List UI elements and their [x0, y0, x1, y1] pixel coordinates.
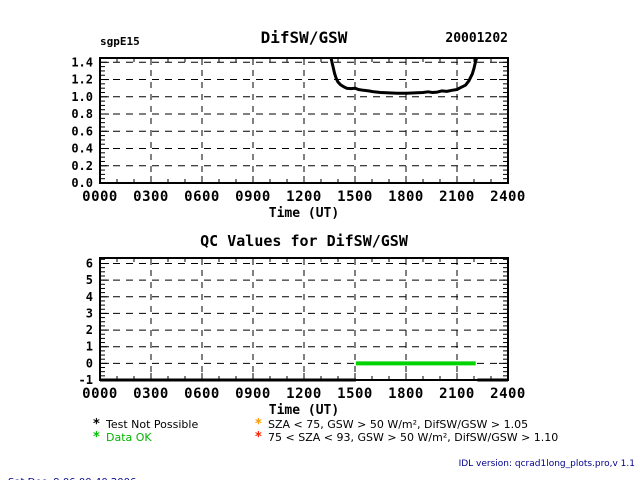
plot-2: -1 0 1 2 3 4 5 6 0000 0300 0600 0900 1200 1500 1800 210…: [79, 256, 526, 418]
y-tick-label: 2: [86, 323, 93, 337]
plot2-title: QC Values for DifSW/GSW: [200, 232, 408, 250]
y-tick-label: 0.2: [71, 159, 93, 173]
legend-item-sza93: * 75 < SZA < 93, GSW > 50 W/m², DifSW/GSW…: [255, 430, 558, 445]
legend-label: Test Not Possible: [106, 418, 199, 431]
x-tick-label: 0000: [82, 386, 118, 402]
x-tick-label: 0600: [184, 189, 220, 205]
x-tick-label: 2400: [490, 386, 526, 402]
y-tick-label: 1.0: [71, 90, 93, 104]
legend-item-data-ok: * Data OK: [93, 430, 152, 445]
x-tick-label: 1800: [388, 189, 424, 205]
x-tick-label: 0900: [235, 189, 271, 205]
y-tick-label: 1.4: [71, 55, 93, 69]
plot-1: 0.0 0.2 0.4 0.6 0.8 1.0 1.2 1.4 0000 0300 0600 0900…: [71, 55, 526, 221]
x-tick-label: 0300: [133, 189, 169, 205]
y-tick-label: 0.0: [71, 176, 93, 190]
footer-right: IDL version: qcrad1long_plots.pro,v 1.1 …: [393, 444, 635, 480]
x-tick-label: 0600: [184, 386, 220, 402]
asterisk-marker-red: *: [255, 430, 262, 445]
x-axis-title: Time (UT): [269, 403, 339, 418]
footer-left: Sat Dec 9 06:00:40 2006 Battelle Pacific…: [8, 448, 352, 480]
x-tick-label: 0300: [133, 386, 169, 402]
legend-label: SZA < 75, GSW > 50 W/m², DifSW/GSW > 1.0…: [268, 418, 529, 431]
x-tick-label: 0000: [82, 189, 118, 205]
x-tick-label: 2100: [439, 386, 475, 402]
legend-item-test-not-possible: * Test Not Possible: [93, 417, 198, 432]
y-tick-label: 5: [86, 273, 93, 287]
site-facility-label: sgpE15: [100, 35, 140, 48]
y-tick-label: 0.8: [71, 107, 93, 121]
legend-label: Data OK: [106, 431, 152, 444]
plot-date-label: 20001202: [445, 31, 508, 46]
y-tick-label: 0: [86, 356, 93, 370]
x-tick-label: 0900: [235, 386, 271, 402]
x-tick-label: 1800: [388, 386, 424, 402]
x-tick-label: 1200: [286, 386, 322, 402]
legend-label: 75 < SZA < 93, GSW > 50 W/m², DifSW/GSW …: [268, 431, 559, 444]
asterisk-marker-black: *: [93, 417, 100, 432]
asterisk-marker-orange: *: [255, 417, 262, 432]
x-tick-label: 1200: [286, 189, 322, 205]
plot1-title: DifSW/GSW: [260, 28, 348, 47]
y-tick-label: -1: [79, 373, 93, 387]
footer-idl-version: IDL version: qcrad1long_plots.pro,v 1.1: [458, 459, 635, 469]
ratio-curve: [329, 58, 479, 95]
y-tick-label: 4: [86, 290, 93, 304]
x-tick-label: 1500: [337, 189, 373, 205]
y-tick-label: 1: [86, 340, 93, 354]
y-tick-label: 6: [86, 256, 93, 270]
y-tick-label: 3: [86, 306, 93, 320]
y-tick-label: 1.2: [71, 73, 93, 87]
footer-run-timestamp: Sat Dec 9 06:00:40 2006: [8, 476, 352, 480]
x-tick-label: 2100: [439, 189, 475, 205]
x-tick-label: 1500: [337, 386, 373, 402]
x-axis-title: Time (UT): [269, 206, 339, 221]
y-tick-label: 0.4: [71, 142, 93, 156]
asterisk-marker-green: *: [93, 430, 100, 445]
y-tick-label: 0.6: [71, 124, 93, 138]
plot-frame: [99, 57, 509, 184]
x-tick-label: 2400: [490, 189, 526, 205]
legend-item-sza75: * SZA < 75, GSW > 50 W/m², DifSW/GSW > 1.…: [255, 417, 528, 432]
